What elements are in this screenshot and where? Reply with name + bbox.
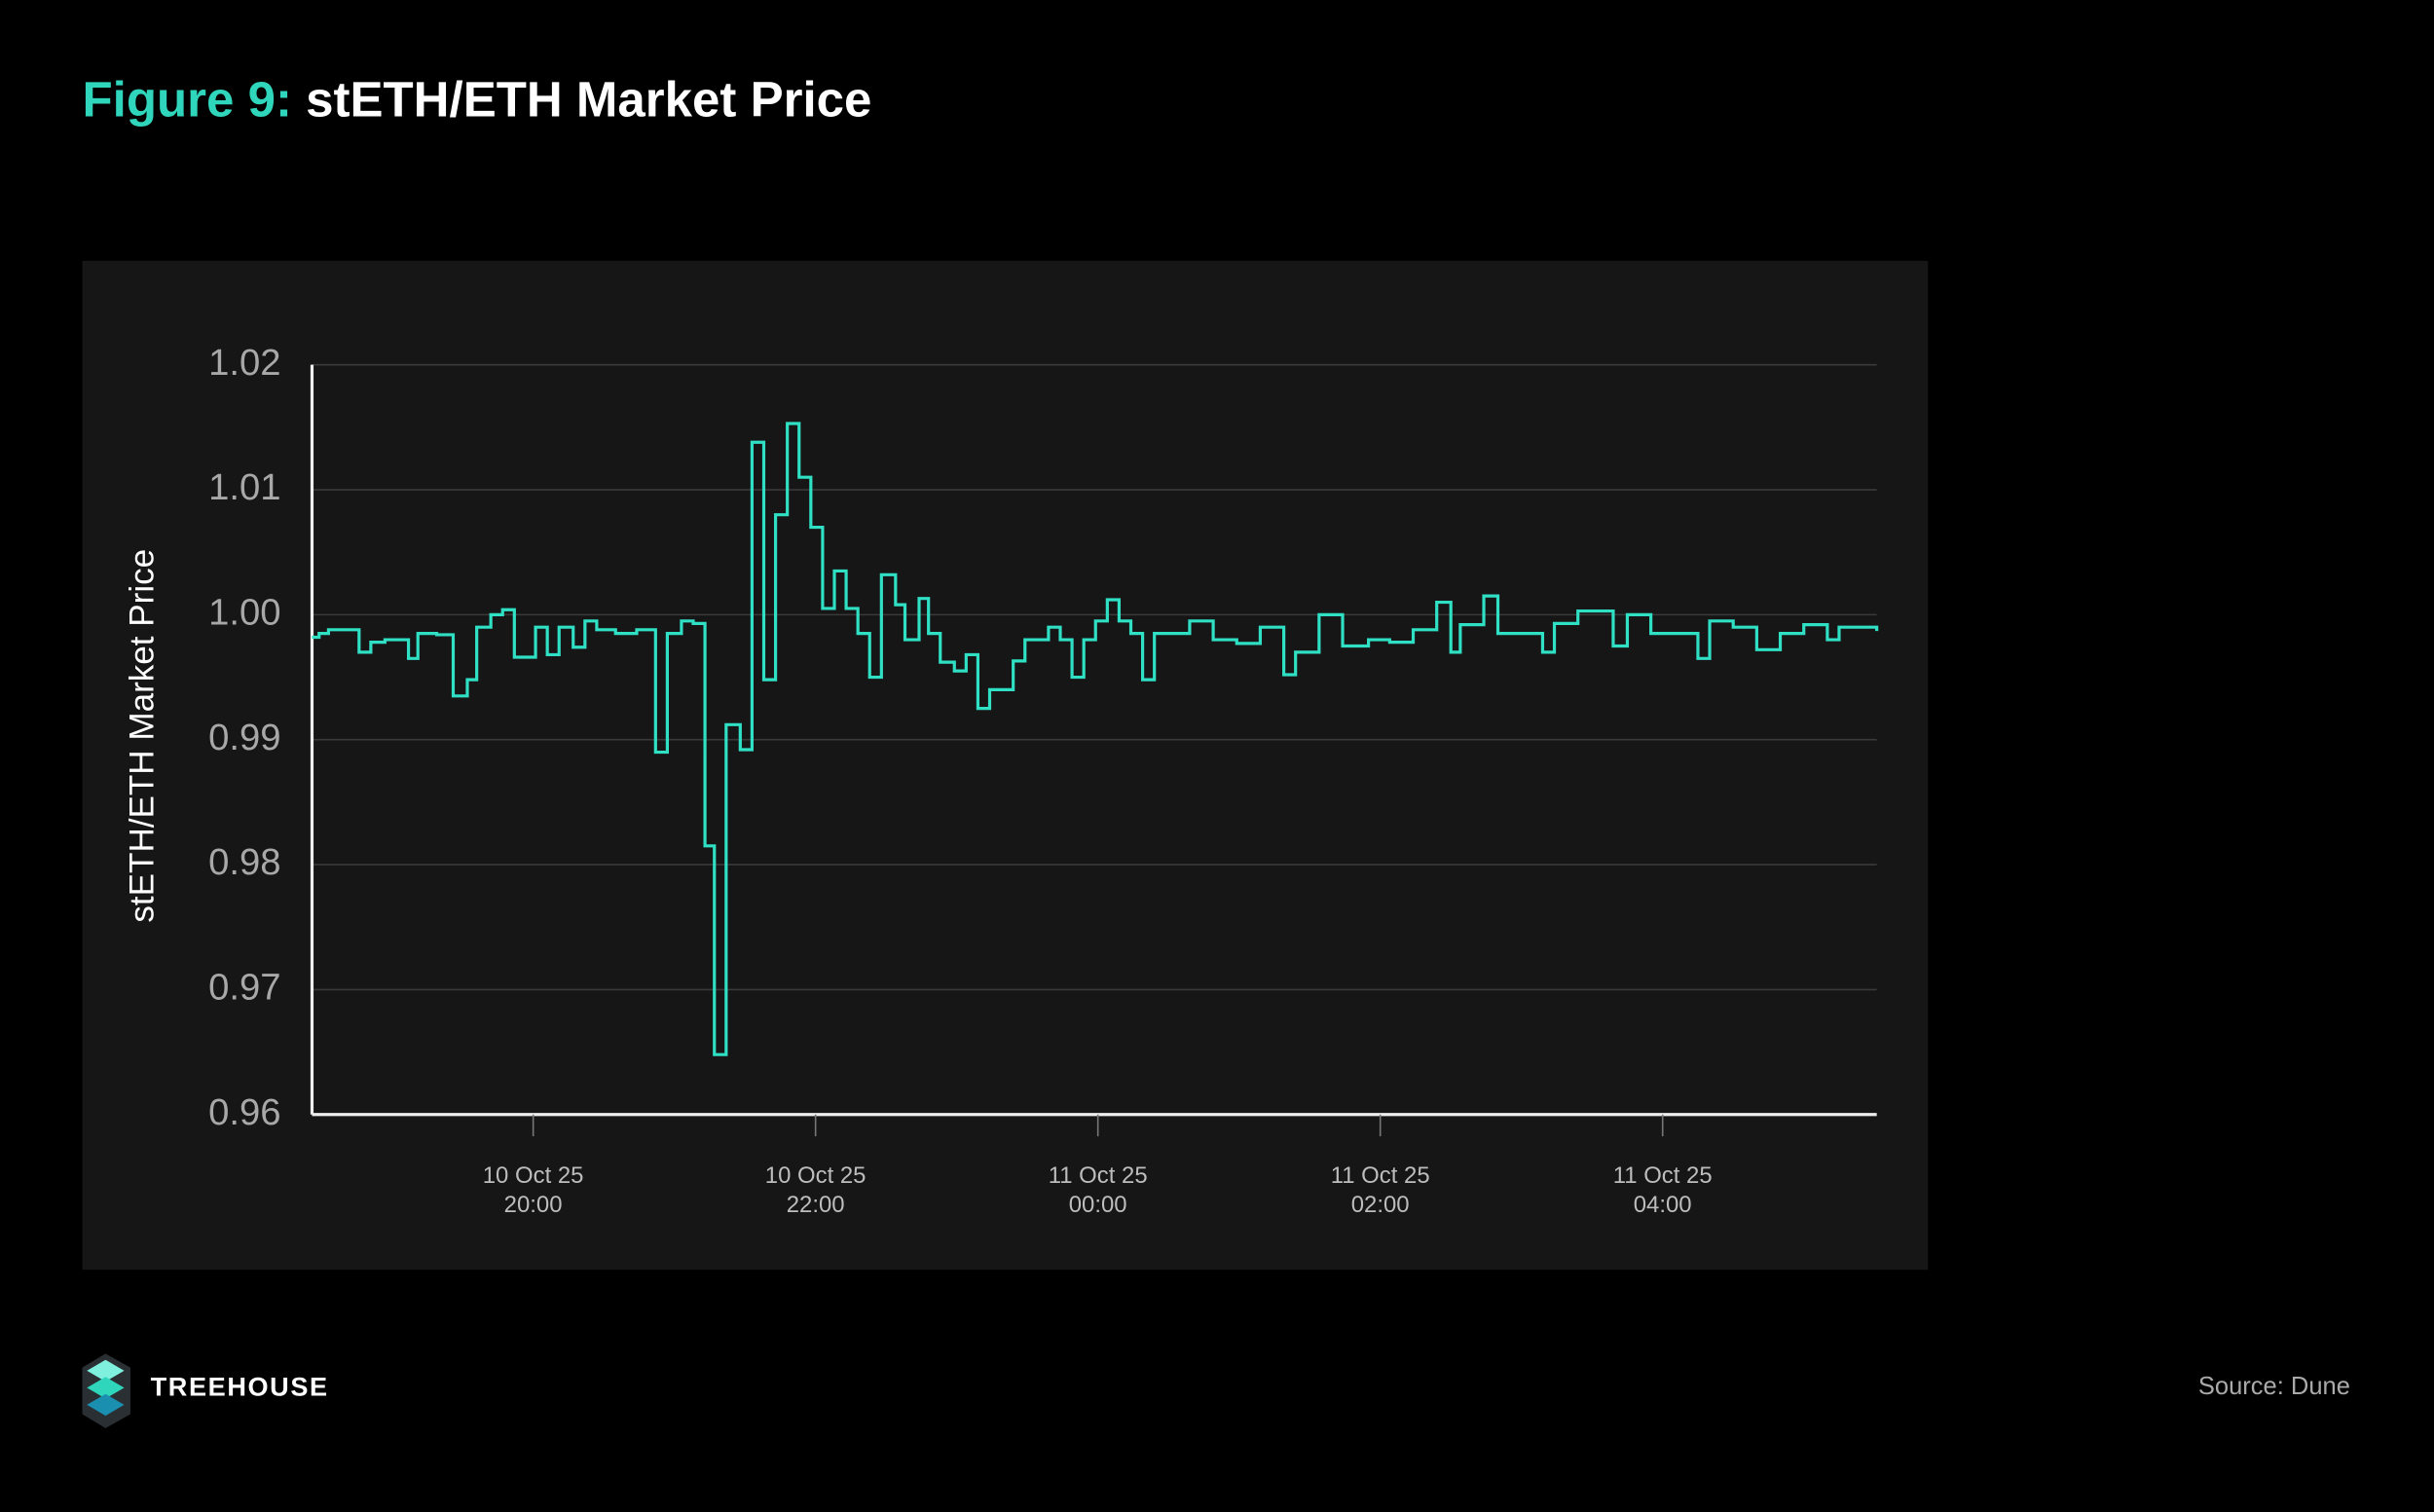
logo (82, 1353, 130, 1428)
y-tick-label: 0.96 (208, 1091, 280, 1133)
chart-panel (82, 260, 1929, 1271)
y-tick-label: 1.02 (208, 342, 280, 384)
title-text: stETH/ETH Market Price (306, 71, 872, 128)
y-tick-label: 0.97 (208, 967, 280, 1009)
y-tick-label: 1.01 (208, 466, 280, 508)
x-tick-label: 11 Oct 25 04:00 (1612, 1162, 1713, 1219)
y-axis-label: stETH/ETH Market Price (124, 549, 162, 923)
y-tick-label: 1.00 (208, 591, 280, 633)
x-tick-label: 11 Oct 25 00:00 (1048, 1162, 1148, 1219)
y-tick-label: 0.99 (208, 717, 280, 758)
x-tick-label: 10 Oct 25 22:00 (764, 1162, 867, 1219)
price-line (312, 422, 1879, 1056)
y-tick-label: 0.98 (208, 841, 280, 883)
source: Source: Dune (2197, 1374, 2350, 1401)
figure-number: Figure 9: (82, 71, 292, 128)
brand: TREEHOUSE (150, 1372, 329, 1402)
figure-title: Figure 9: stETH/ETH Market Price (83, 71, 872, 129)
x-tick-label: 11 Oct 25 02:00 (1330, 1162, 1430, 1219)
x-tick-label: 10 Oct 25 20:00 (482, 1162, 584, 1219)
